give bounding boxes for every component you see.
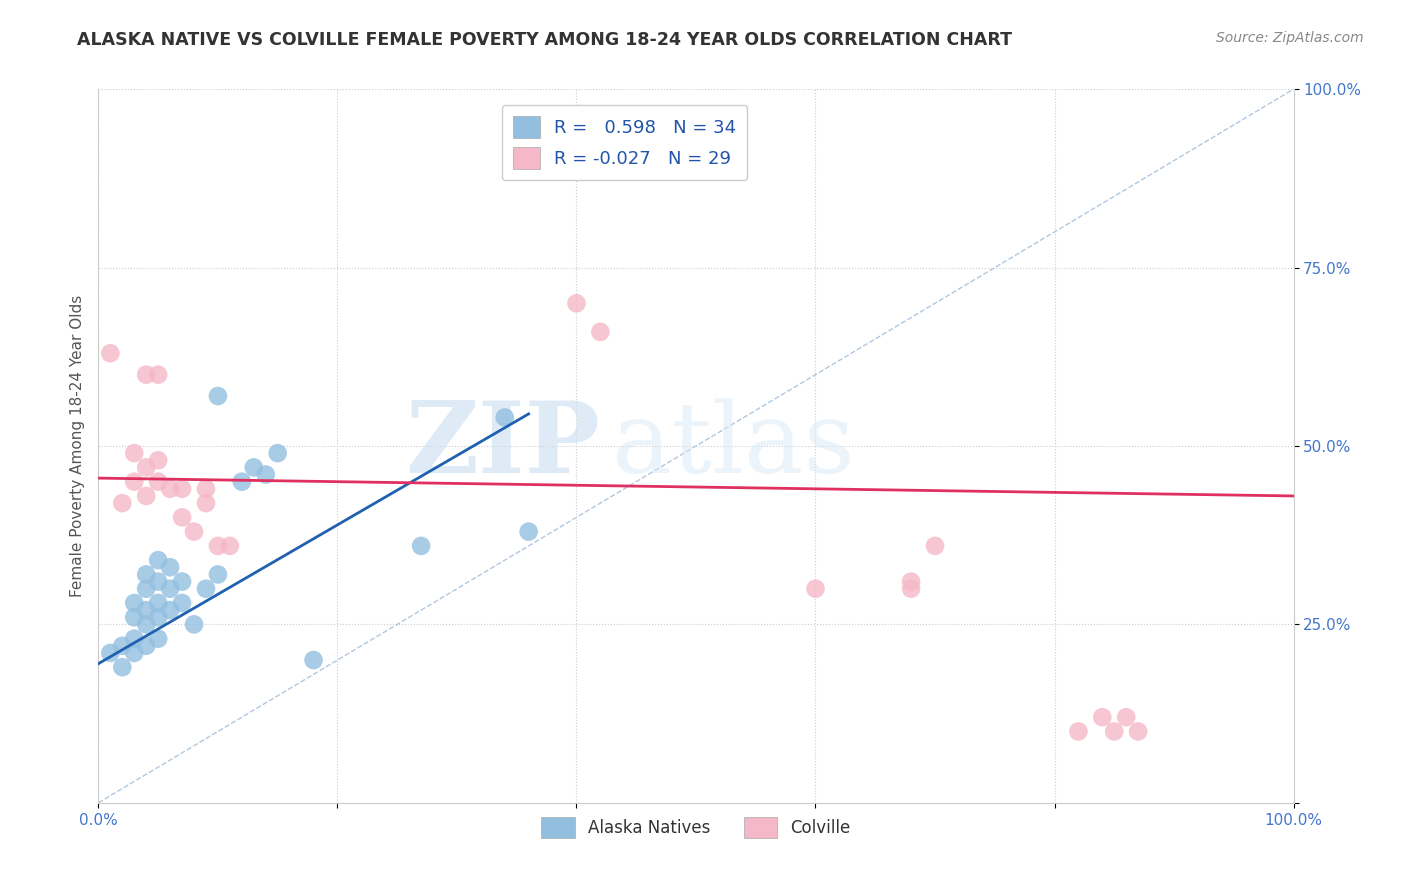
Point	[1104, 724, 1126, 739]
Point	[1091, 710, 1114, 724]
Point	[219, 539, 242, 553]
Point	[172, 596, 194, 610]
Point	[195, 496, 218, 510]
Point	[159, 603, 181, 617]
Point	[924, 539, 946, 553]
Legend: Alaska Natives, Colville: Alaska Natives, Colville	[534, 811, 858, 845]
Point	[98, 646, 122, 660]
Point	[135, 460, 157, 475]
Point	[589, 325, 612, 339]
Point	[172, 482, 194, 496]
Point	[148, 553, 170, 567]
Point	[124, 610, 146, 624]
Point	[195, 582, 218, 596]
Point	[135, 368, 157, 382]
Point	[98, 346, 122, 360]
Text: atlas: atlas	[613, 398, 855, 494]
Point	[1067, 724, 1090, 739]
Point	[900, 582, 922, 596]
Point	[411, 539, 433, 553]
Point	[124, 632, 146, 646]
Point	[148, 596, 170, 610]
Point	[135, 617, 157, 632]
Point	[148, 368, 170, 382]
Point	[135, 582, 157, 596]
Point	[111, 639, 134, 653]
Point	[804, 582, 827, 596]
Point	[135, 489, 157, 503]
Y-axis label: Female Poverty Among 18-24 Year Olds: Female Poverty Among 18-24 Year Olds	[69, 295, 84, 597]
Point	[231, 475, 253, 489]
Point	[302, 653, 325, 667]
Point	[183, 524, 205, 539]
Point	[148, 453, 170, 467]
Point	[172, 510, 194, 524]
Text: ALASKA NATIVE VS COLVILLE FEMALE POVERTY AMONG 18-24 YEAR OLDS CORRELATION CHART: ALASKA NATIVE VS COLVILLE FEMALE POVERTY…	[77, 31, 1012, 49]
Point	[243, 460, 266, 475]
Point	[159, 560, 181, 574]
Point	[148, 610, 170, 624]
Point	[135, 567, 157, 582]
Point	[124, 646, 146, 660]
Point	[172, 574, 194, 589]
Point	[1128, 724, 1150, 739]
Point	[517, 524, 540, 539]
Point	[148, 475, 170, 489]
Point	[111, 496, 134, 510]
Point	[207, 539, 229, 553]
Point	[494, 410, 516, 425]
Point	[159, 582, 181, 596]
Point	[148, 632, 170, 646]
Point	[254, 467, 277, 482]
Point	[195, 482, 218, 496]
Point	[900, 574, 922, 589]
Text: ZIP: ZIP	[405, 398, 600, 494]
Point	[148, 574, 170, 589]
Point	[124, 446, 146, 460]
Point	[1115, 710, 1137, 724]
Point	[183, 617, 205, 632]
Point	[267, 446, 290, 460]
Point	[159, 482, 181, 496]
Point	[124, 596, 146, 610]
Point	[124, 475, 146, 489]
Point	[207, 389, 229, 403]
Point	[207, 567, 229, 582]
Point	[565, 296, 588, 310]
Point	[135, 603, 157, 617]
Text: Source: ZipAtlas.com: Source: ZipAtlas.com	[1216, 31, 1364, 45]
Point	[135, 639, 157, 653]
Point	[111, 660, 134, 674]
